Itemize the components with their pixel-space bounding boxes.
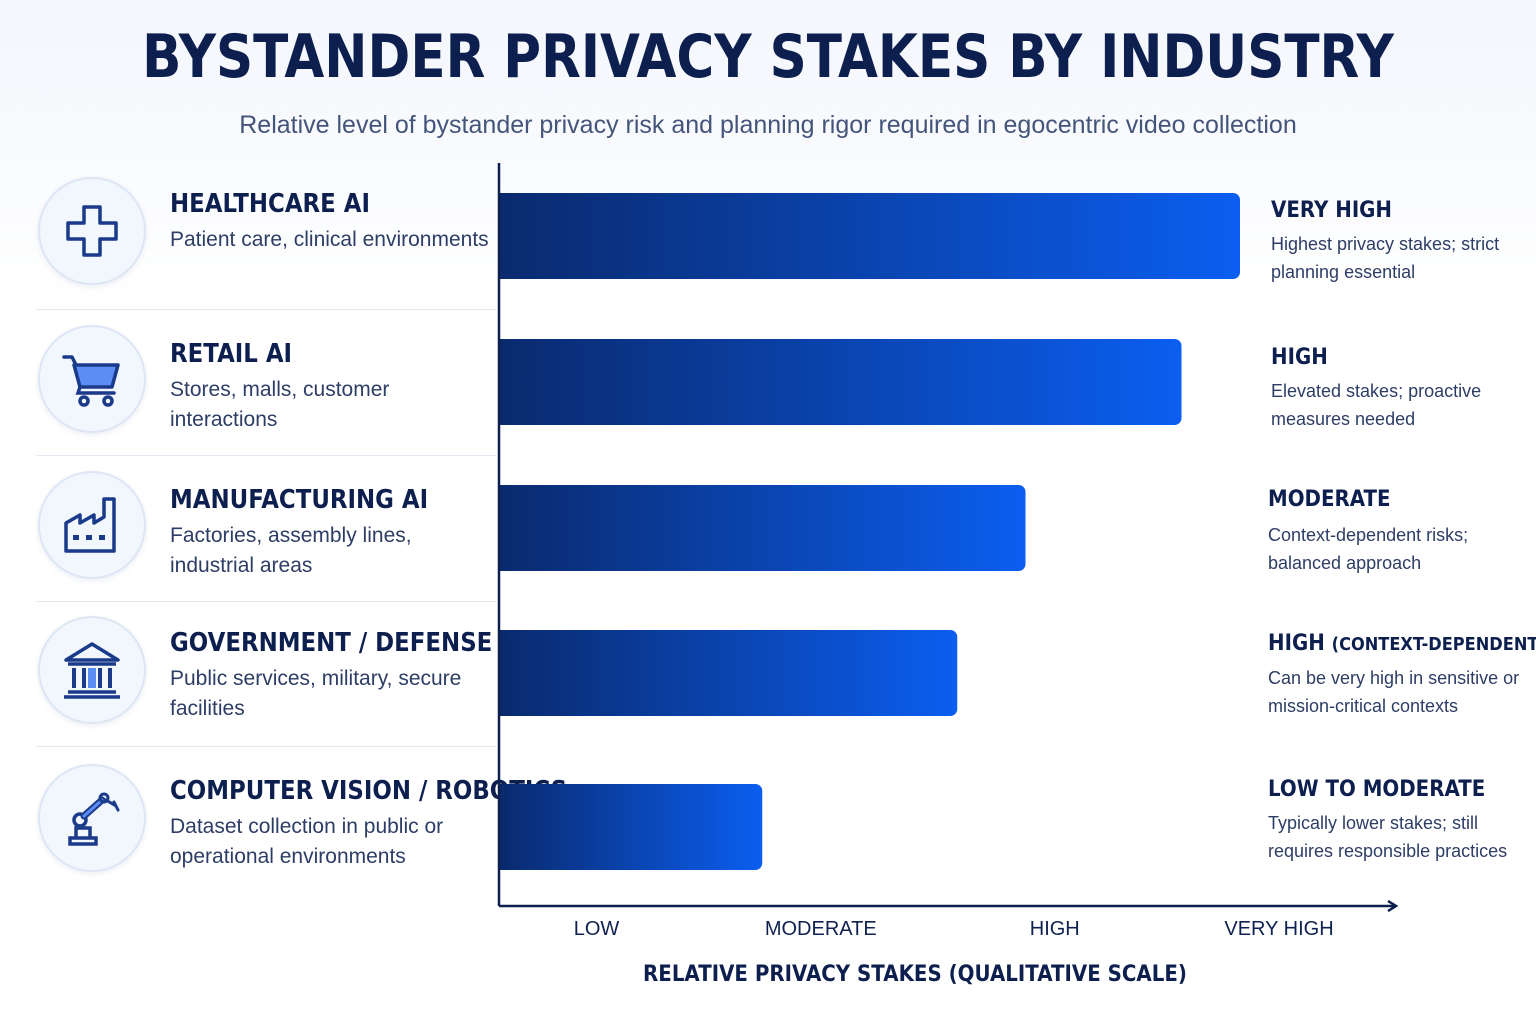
medical-cross-icon — [38, 177, 146, 285]
bar-base — [499, 485, 509, 571]
bar-base — [499, 784, 509, 870]
level-description: Can be very high in sensitive or mission… — [1268, 668, 1520, 716]
chart-subtitle: Relative level of bystander privacy risk… — [239, 111, 1297, 139]
industry-name: RETAIL AI — [170, 339, 293, 369]
industry-description: Factories, assembly lines, industrial ar… — [170, 524, 412, 577]
level-title: VERY HIGH — [1271, 198, 1393, 223]
bar-computer-vision-robotics — [499, 784, 763, 870]
x-axis-label: RELATIVE PRIVACY STAKES (QUALITATIVE SCA… — [643, 962, 1187, 987]
industry-name: HEALTHCARE AI — [170, 189, 370, 219]
x-tick-label: LOW — [573, 918, 620, 940]
bar-healthcare-ai — [499, 193, 1240, 279]
level-description: Typically lower stakes; still requires r… — [1268, 813, 1508, 861]
robot-arm-icon — [38, 764, 146, 872]
industry-name: MANUFACTURING AI — [170, 485, 429, 515]
bar-manufacturing-ai — [499, 485, 1026, 571]
bar-retail-ai — [499, 339, 1182, 425]
chart-title: BYSTANDER PRIVACY STAKES BY INDUSTRY — [142, 22, 1394, 92]
industry-description: Public services, military, secure facili… — [170, 667, 462, 720]
bar-base — [499, 339, 509, 425]
factory-icon — [38, 471, 146, 579]
industry-name: GOVERNMENT / DEFENSE — [170, 628, 493, 658]
x-tick-label: MODERATE — [764, 918, 877, 940]
government-building-icon — [38, 616, 146, 724]
x-tick-label: VERY HIGH — [1224, 918, 1334, 940]
industry-row: HEALTHCARE AI Patient care, clinical env… — [36, 163, 496, 310]
shopping-cart-icon — [38, 325, 146, 433]
level-title: HIGH (CONTEXT-DEPENDENT) — [1268, 631, 1536, 656]
industry-row: MANUFACTURING AI Factories, assembly lin… — [36, 455, 496, 602]
industry-description: Patient care, clinical environments — [170, 228, 489, 251]
industry-row: GOVERNMENT / DEFENSE Public services, mi… — [36, 600, 496, 747]
level-title: MODERATE — [1268, 487, 1391, 512]
industry-description: Stores, malls, customer interactions — [170, 378, 390, 431]
industry-row: RETAIL AI Stores, malls, customer intera… — [36, 309, 496, 456]
bar-base — [499, 193, 509, 279]
bar-base — [499, 630, 509, 716]
industry-description: Dataset collection in public or operatio… — [170, 815, 444, 868]
level-description: Elevated stakes; proactive measures need… — [1271, 381, 1482, 429]
x-tick-label: HIGH — [1029, 918, 1080, 940]
level-description: Highest privacy stakes; strict planning … — [1271, 234, 1500, 282]
level-title: LOW TO MODERATE — [1268, 777, 1486, 802]
level-description: Context-dependent risks; balanced approa… — [1268, 525, 1469, 573]
bar-government-defense — [499, 630, 958, 716]
level-title: HIGH — [1271, 345, 1328, 370]
